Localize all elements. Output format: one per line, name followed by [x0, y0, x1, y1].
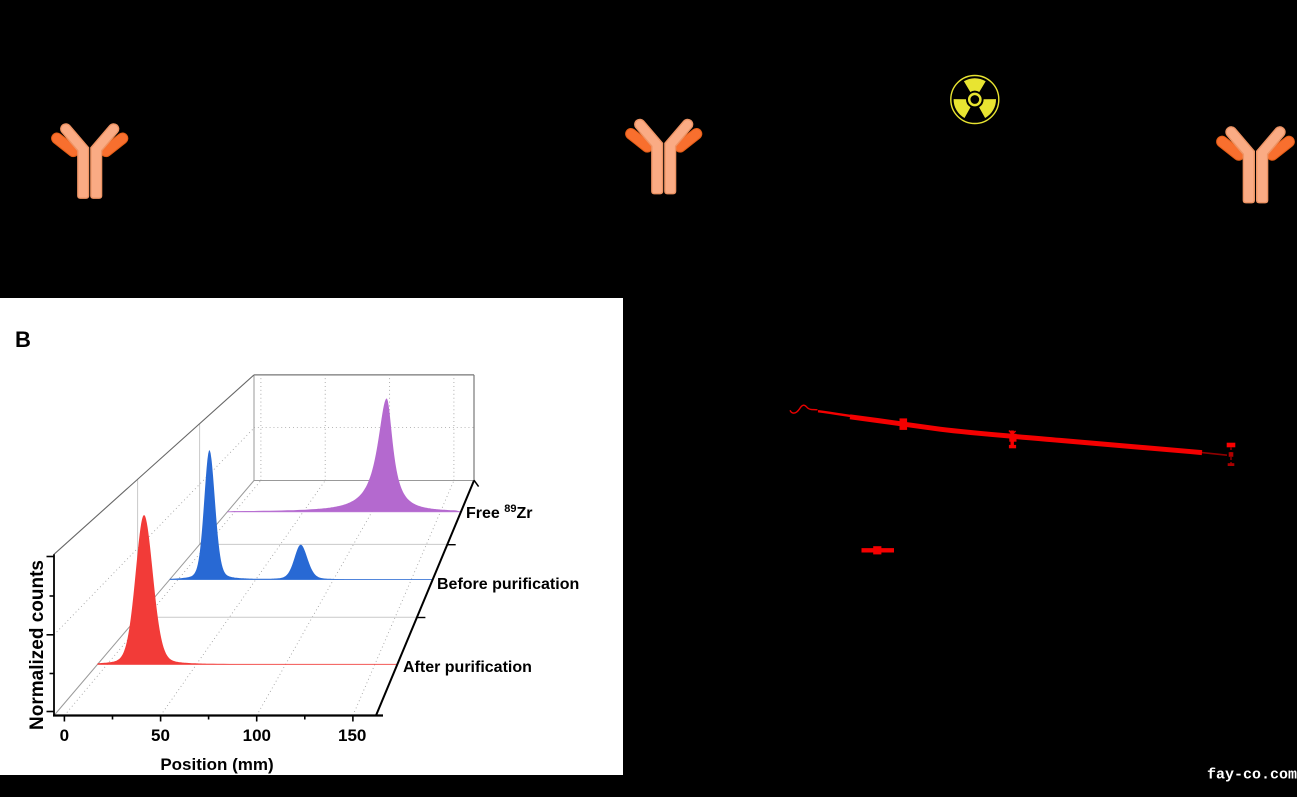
svg-text:50: 50: [151, 726, 170, 745]
svg-text:0: 0: [60, 726, 69, 745]
svg-text:100: 100: [243, 726, 271, 745]
svg-text:Free 89Zr: Free 89Zr: [466, 503, 533, 522]
svg-text:Before purification: Before purification: [437, 576, 579, 593]
svg-text:After purification: After purification: [403, 659, 532, 676]
svg-text:Normalized counts: Normalized counts: [27, 560, 48, 730]
svg-text:150: 150: [338, 726, 366, 745]
svg-text:Position (mm): Position (mm): [160, 755, 273, 774]
svg-text:fay-co.com: fay-co.com: [1207, 767, 1297, 784]
svg-text:B: B: [15, 327, 31, 352]
